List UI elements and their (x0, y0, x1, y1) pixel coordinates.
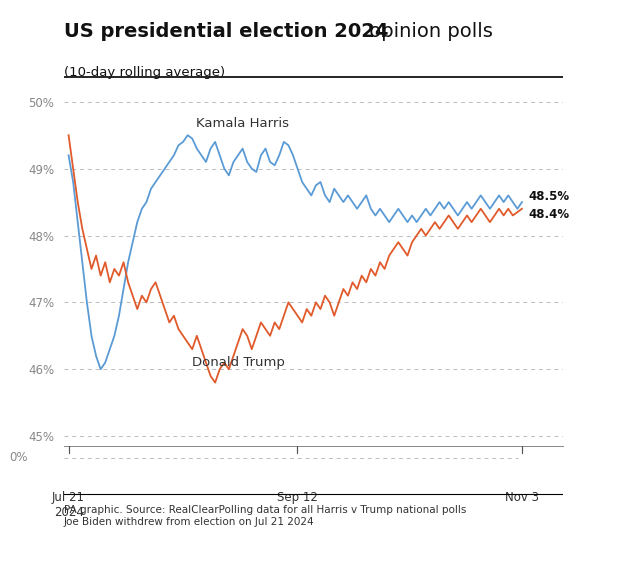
Text: 48.4%: 48.4% (529, 208, 570, 221)
Text: Kamala Harris: Kamala Harris (196, 117, 289, 130)
Text: 0%: 0% (10, 451, 28, 464)
Text: (10-day rolling average): (10-day rolling average) (64, 66, 225, 79)
Text: opinion polls: opinion polls (362, 22, 492, 41)
Text: 48.5%: 48.5% (529, 190, 570, 203)
Text: Donald Trump: Donald Trump (191, 356, 284, 369)
Text: US presidential election 2024: US presidential election 2024 (64, 22, 388, 41)
Text: PA graphic. Source: RealClearPolling data for all Harris v Trump national polls
: PA graphic. Source: RealClearPolling dat… (64, 505, 467, 526)
